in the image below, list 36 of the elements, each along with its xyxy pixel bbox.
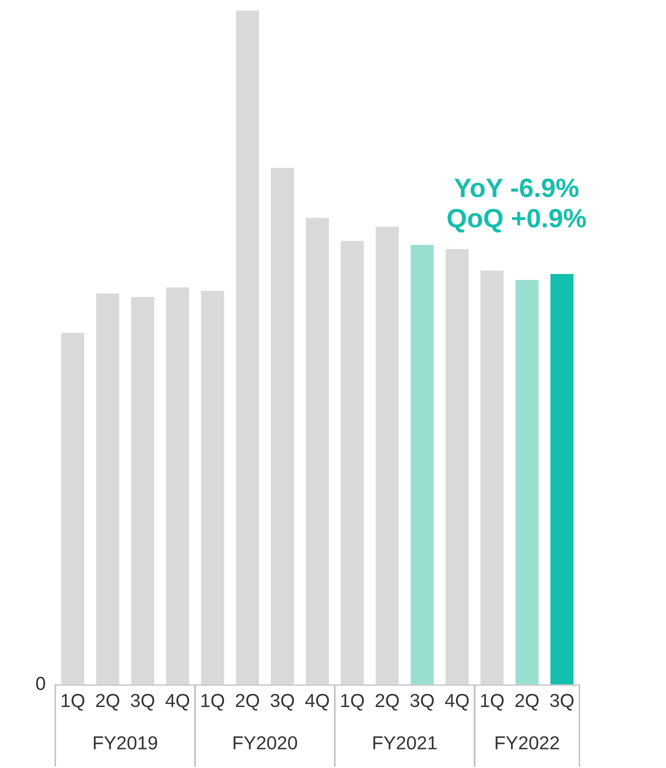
x-tick-label: 1Q [201, 694, 224, 711]
text: FY2021 [373, 736, 437, 750]
bar [200, 289, 226, 686]
bar [94, 292, 121, 686]
bar [130, 296, 156, 686]
bar [374, 225, 400, 686]
x-tick-label: 3Q [270, 694, 294, 711]
x-tick-label: 1Q [62, 694, 84, 711]
bar [269, 166, 296, 686]
x-tick-label: 3Q [410, 694, 434, 711]
bar [164, 286, 191, 686]
text: FY2020 [234, 736, 298, 750]
x-tick-label: 4Q [445, 694, 469, 711]
text: FY2019 [94, 736, 158, 750]
bar [304, 216, 330, 686]
x-tick-label: 3Q [130, 694, 154, 711]
bar [444, 248, 470, 686]
x-tick-label: 2Q [96, 694, 120, 711]
x-tick-label: 2Q [376, 694, 399, 711]
bar [549, 272, 575, 686]
text: FY2022 [496, 736, 559, 750]
bar [514, 278, 540, 686]
bar [234, 10, 260, 686]
annotation: YoY -6.9% QoQ +0.9% [448, 178, 586, 232]
text: 0 [36, 676, 46, 690]
x-tick-label: 1Q [480, 694, 504, 711]
bar [409, 244, 436, 686]
x-tick-label: 4Q [166, 694, 190, 711]
bar [60, 331, 86, 686]
x-tick-label: 3Q [550, 694, 574, 711]
x-tick-label: 2Q [515, 694, 539, 711]
x-tick-label: 1Q [341, 694, 364, 711]
bar [339, 239, 366, 686]
x-tick-label: 2Q [236, 694, 260, 711]
x-tick-label: 4Q [305, 694, 329, 711]
bar [479, 269, 505, 686]
